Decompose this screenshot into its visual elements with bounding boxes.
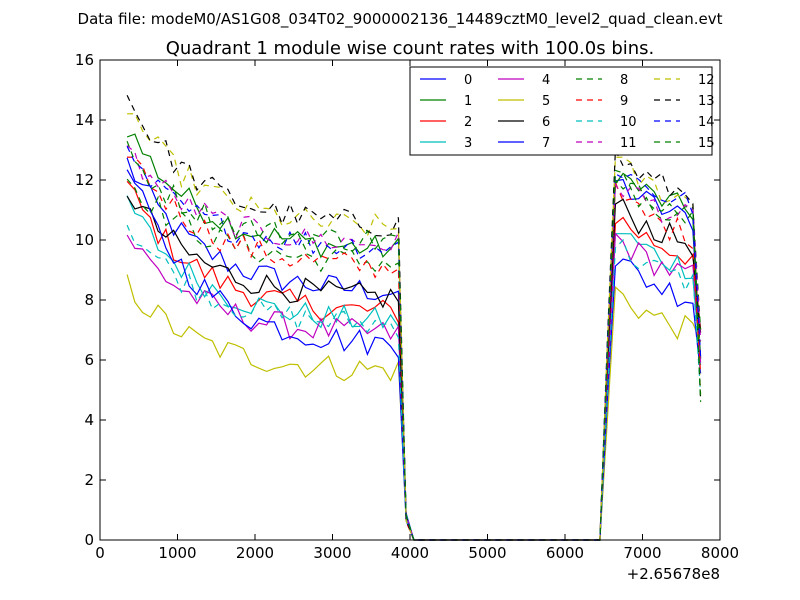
x-offset-label: +2.65678e8 — [627, 565, 720, 583]
x-tick-label: 2000 — [236, 544, 274, 562]
y-tick-label: 6 — [84, 351, 94, 369]
y-tick-label: 4 — [84, 411, 94, 429]
x-tick-label: 1000 — [158, 544, 196, 562]
y-tick-label: 2 — [84, 471, 94, 489]
legend-label: 5 — [542, 94, 550, 109]
legend-label: 8 — [620, 73, 628, 88]
legend-label: 12 — [698, 73, 715, 88]
plot-lines — [126, 95, 702, 541]
legend-label: 11 — [620, 136, 637, 151]
x-axis: 0 1000 2000 3000 4000 5000 6000 7000 8000 — [95, 60, 739, 562]
data-file-label: Data file: modeM0/AS1G08_034T02_90000021… — [78, 10, 723, 29]
chart-title: Quadrant 1 module wise count rates with … — [166, 38, 655, 59]
y-tick-label: 0 — [84, 531, 94, 549]
legend-label: 0 — [464, 73, 472, 88]
series-line-5 — [126, 274, 702, 541]
y-tick-label: 10 — [75, 231, 94, 249]
legend-label: 10 — [620, 115, 637, 130]
legend-label: 9 — [620, 94, 628, 109]
legend-label: 6 — [542, 115, 550, 130]
legend-box — [409, 66, 713, 156]
legend-label: 13 — [698, 94, 715, 109]
y-tick-label: 14 — [75, 111, 94, 129]
legend-label: 15 — [698, 136, 715, 151]
series-line-14 — [126, 146, 702, 541]
x-tick-label: 4000 — [391, 544, 429, 562]
x-tick-label: 5000 — [468, 544, 506, 562]
x-tick-label: 0 — [95, 544, 105, 562]
series-line-2 — [126, 180, 702, 541]
x-tick-label: 8000 — [701, 544, 739, 562]
x-tick-label: 7000 — [623, 544, 661, 562]
x-tick-label: 6000 — [546, 544, 584, 562]
legend-label: 7 — [542, 136, 550, 151]
legend-label: 14 — [698, 115, 715, 130]
series-line-15 — [126, 140, 702, 541]
series-line-10 — [126, 224, 702, 541]
legend-label: 2 — [464, 115, 472, 130]
x-tick-label: 3000 — [313, 544, 351, 562]
legend-label: 4 — [542, 73, 550, 88]
series-line-13 — [126, 95, 702, 541]
y-tick-label: 16 — [75, 51, 94, 69]
legend-label: 3 — [464, 136, 472, 151]
legend-label: 1 — [464, 94, 472, 109]
y-tick-label: 8 — [84, 291, 94, 309]
y-tick-label: 12 — [75, 171, 94, 189]
